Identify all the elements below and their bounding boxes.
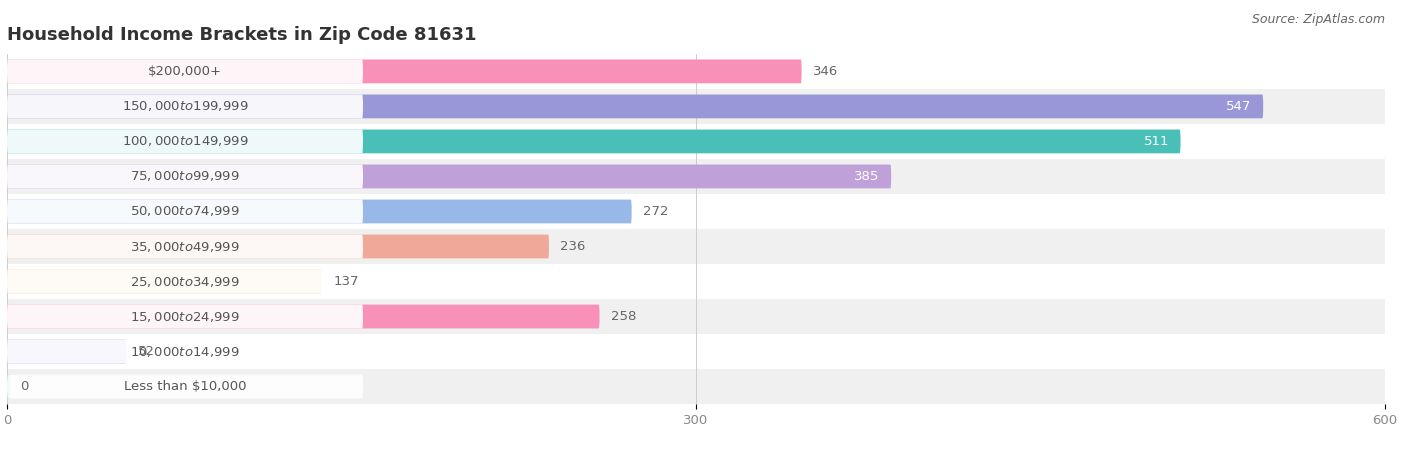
FancyBboxPatch shape xyxy=(7,234,363,259)
FancyBboxPatch shape xyxy=(7,124,1385,159)
Text: 258: 258 xyxy=(612,310,637,323)
FancyBboxPatch shape xyxy=(7,229,1385,264)
Text: 272: 272 xyxy=(643,205,669,218)
FancyBboxPatch shape xyxy=(7,269,322,294)
FancyBboxPatch shape xyxy=(7,369,1385,404)
Text: $15,000 to $24,999: $15,000 to $24,999 xyxy=(131,309,240,324)
FancyBboxPatch shape xyxy=(7,129,363,154)
Text: Household Income Brackets in Zip Code 81631: Household Income Brackets in Zip Code 81… xyxy=(7,26,477,44)
Text: 137: 137 xyxy=(333,275,359,288)
FancyBboxPatch shape xyxy=(7,374,10,399)
FancyBboxPatch shape xyxy=(7,199,631,224)
Text: $35,000 to $49,999: $35,000 to $49,999 xyxy=(131,239,240,254)
Text: $75,000 to $99,999: $75,000 to $99,999 xyxy=(131,169,240,184)
Text: 385: 385 xyxy=(855,170,880,183)
FancyBboxPatch shape xyxy=(7,339,363,364)
Text: 52: 52 xyxy=(138,345,155,358)
FancyBboxPatch shape xyxy=(7,89,1385,124)
FancyBboxPatch shape xyxy=(7,164,363,189)
Text: 0: 0 xyxy=(20,380,28,393)
Text: 346: 346 xyxy=(813,65,838,78)
FancyBboxPatch shape xyxy=(7,54,1385,89)
FancyBboxPatch shape xyxy=(7,94,363,119)
Text: 547: 547 xyxy=(1226,100,1251,113)
Text: $25,000 to $34,999: $25,000 to $34,999 xyxy=(131,274,240,289)
Text: $50,000 to $74,999: $50,000 to $74,999 xyxy=(131,204,240,219)
FancyBboxPatch shape xyxy=(7,234,548,259)
FancyBboxPatch shape xyxy=(7,374,363,399)
FancyBboxPatch shape xyxy=(7,304,363,329)
FancyBboxPatch shape xyxy=(7,299,1385,334)
Text: $200,000+: $200,000+ xyxy=(148,65,222,78)
FancyBboxPatch shape xyxy=(7,159,1385,194)
Text: $100,000 to $149,999: $100,000 to $149,999 xyxy=(122,134,249,149)
FancyBboxPatch shape xyxy=(7,129,1181,154)
Text: $10,000 to $14,999: $10,000 to $14,999 xyxy=(131,344,240,359)
FancyBboxPatch shape xyxy=(7,94,1263,119)
Text: $150,000 to $199,999: $150,000 to $199,999 xyxy=(122,99,249,114)
FancyBboxPatch shape xyxy=(7,194,1385,229)
FancyBboxPatch shape xyxy=(7,59,801,84)
FancyBboxPatch shape xyxy=(7,264,1385,299)
Text: 236: 236 xyxy=(561,240,586,253)
FancyBboxPatch shape xyxy=(7,304,599,329)
FancyBboxPatch shape xyxy=(7,164,891,189)
FancyBboxPatch shape xyxy=(7,269,363,294)
FancyBboxPatch shape xyxy=(7,339,127,364)
Text: Less than $10,000: Less than $10,000 xyxy=(124,380,246,393)
FancyBboxPatch shape xyxy=(7,59,363,84)
FancyBboxPatch shape xyxy=(7,334,1385,369)
Text: 511: 511 xyxy=(1143,135,1168,148)
Text: Source: ZipAtlas.com: Source: ZipAtlas.com xyxy=(1251,13,1385,26)
FancyBboxPatch shape xyxy=(7,199,363,224)
